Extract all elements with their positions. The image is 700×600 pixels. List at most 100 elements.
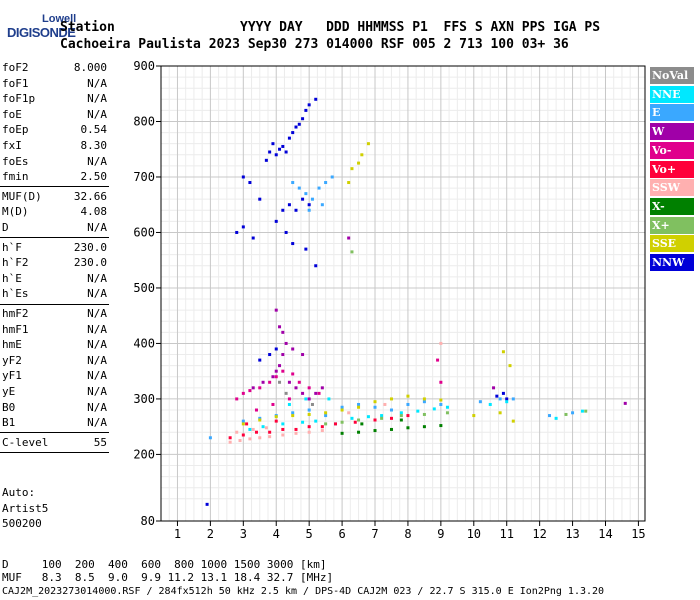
legend-item-vo: Vo- xyxy=(650,141,694,159)
param-key: B0 xyxy=(2,400,16,414)
data-point-vo xyxy=(241,391,245,395)
param-key: fxI xyxy=(2,139,22,152)
data-point-e xyxy=(340,405,344,409)
param-value: N/A xyxy=(87,154,107,168)
data-point-e xyxy=(307,208,311,212)
param-row-md: M(D) 4.08 xyxy=(0,204,107,220)
legend-item-nne: NNE xyxy=(650,85,694,103)
data-point-vo xyxy=(294,427,298,431)
data-point-sse xyxy=(324,411,328,415)
param-key: foF1 xyxy=(2,76,29,90)
x-tick-label: 10 xyxy=(467,527,481,541)
header-row-2: Cachoeira Paulista 2023 Sep30 273 014000… xyxy=(60,37,569,52)
legend-item-noval: NoVal xyxy=(650,67,694,84)
data-point-nne xyxy=(554,416,558,420)
data-point-e xyxy=(320,203,324,207)
y-tick-label: 700 xyxy=(133,170,155,184)
data-point-sse xyxy=(511,419,515,423)
data-point-x xyxy=(422,412,426,416)
data-point-nnw xyxy=(307,203,311,207)
param-value: 0.54 xyxy=(80,123,108,137)
data-point-vo xyxy=(307,386,311,390)
param-row-hmf2: hmF2 N/A xyxy=(0,306,107,322)
y-tick-label: 900 xyxy=(133,59,155,73)
data-point-noval xyxy=(284,391,288,395)
data-point-nnw xyxy=(284,150,288,154)
data-point-nne xyxy=(416,409,420,413)
data-point-nnw xyxy=(271,142,275,146)
data-point-e xyxy=(548,414,552,418)
data-point-w xyxy=(301,353,305,357)
x-tick-label: 7 xyxy=(371,527,378,541)
data-point-nnw xyxy=(304,247,308,251)
param-row-yf1: yF1 N/A xyxy=(0,368,107,384)
param-value: N/A xyxy=(87,353,107,367)
data-point-sse xyxy=(366,142,370,146)
data-point-nnw xyxy=(248,181,252,185)
data-point-e xyxy=(310,197,314,201)
data-point-w xyxy=(291,347,295,351)
data-point-e xyxy=(511,397,515,401)
data-point-ssw xyxy=(281,433,285,437)
data-point-sse xyxy=(291,414,295,418)
data-point-sse xyxy=(422,397,426,401)
data-point-nne xyxy=(261,425,265,429)
param-row-b1: B1 N/A xyxy=(0,415,107,431)
x-tick-label: 12 xyxy=(532,527,546,541)
data-point-x xyxy=(399,414,403,418)
param-value: 230.0 xyxy=(73,240,107,254)
param-separator xyxy=(0,186,109,188)
data-point-sse xyxy=(350,167,354,171)
data-point-nne xyxy=(304,397,308,401)
data-point-nne xyxy=(580,409,584,413)
data-point-nne xyxy=(445,405,449,409)
footer-distance-row: D 100 200 400 600 800 1000 1500 3000 [km… xyxy=(2,558,327,571)
footer-file-info: CAJ2M_2023273014000.RSF / 284fx512h 50 k… xyxy=(2,586,605,597)
data-point-ssw xyxy=(268,435,272,439)
data-point-nnw xyxy=(495,394,499,398)
data-point-nnw xyxy=(501,391,505,395)
data-point-nne xyxy=(350,416,354,420)
data-point-vo xyxy=(274,375,278,379)
data-point-sse xyxy=(274,415,278,419)
logo-text-digisonde: DIGISONDE xyxy=(7,25,76,40)
param-row-b0: B0 N/A xyxy=(0,400,107,416)
y-tick-label: 800 xyxy=(133,114,155,128)
param-value: 2.50 xyxy=(80,170,108,184)
data-point-vo xyxy=(268,430,272,434)
data-point-x xyxy=(340,431,344,435)
x-tick-label: 3 xyxy=(240,527,247,541)
data-point-w xyxy=(284,341,288,345)
data-point-nne xyxy=(505,400,509,404)
data-point-nne xyxy=(281,422,285,426)
param-key: foF1p xyxy=(2,92,36,106)
param-separator xyxy=(0,452,109,454)
data-point-w xyxy=(307,397,311,401)
x-tick-label: 13 xyxy=(565,527,579,541)
param-row-hes: h`Es N/A xyxy=(0,286,107,302)
x-tick-label: 14 xyxy=(598,527,612,541)
param-separator xyxy=(0,303,109,305)
data-point-vo xyxy=(274,419,278,423)
data-point-ssw xyxy=(294,431,298,435)
param-value: N/A xyxy=(87,287,107,301)
param-key: h`F2 xyxy=(2,256,29,270)
data-point-w xyxy=(623,401,627,405)
param-value: N/A xyxy=(87,76,107,90)
data-point-nnw xyxy=(294,208,298,212)
y-tick-label: 600 xyxy=(133,225,155,239)
param-row-yf2: yF2 N/A xyxy=(0,353,107,369)
y-tick-label: 300 xyxy=(133,392,155,406)
param-value: N/A xyxy=(87,385,107,398)
param-row-hmf1: hmF1 N/A xyxy=(0,322,107,338)
param-key: hmE xyxy=(2,338,22,352)
data-point-ssw xyxy=(235,430,239,434)
data-point-w xyxy=(320,386,324,390)
data-point-vo xyxy=(268,380,272,384)
data-point-e xyxy=(274,414,278,418)
data-point-ssw xyxy=(264,426,268,430)
data-point-ssw xyxy=(258,436,262,440)
data-point-e xyxy=(291,181,295,185)
data-point-nnw xyxy=(314,97,318,101)
data-point-ssw xyxy=(238,439,242,443)
